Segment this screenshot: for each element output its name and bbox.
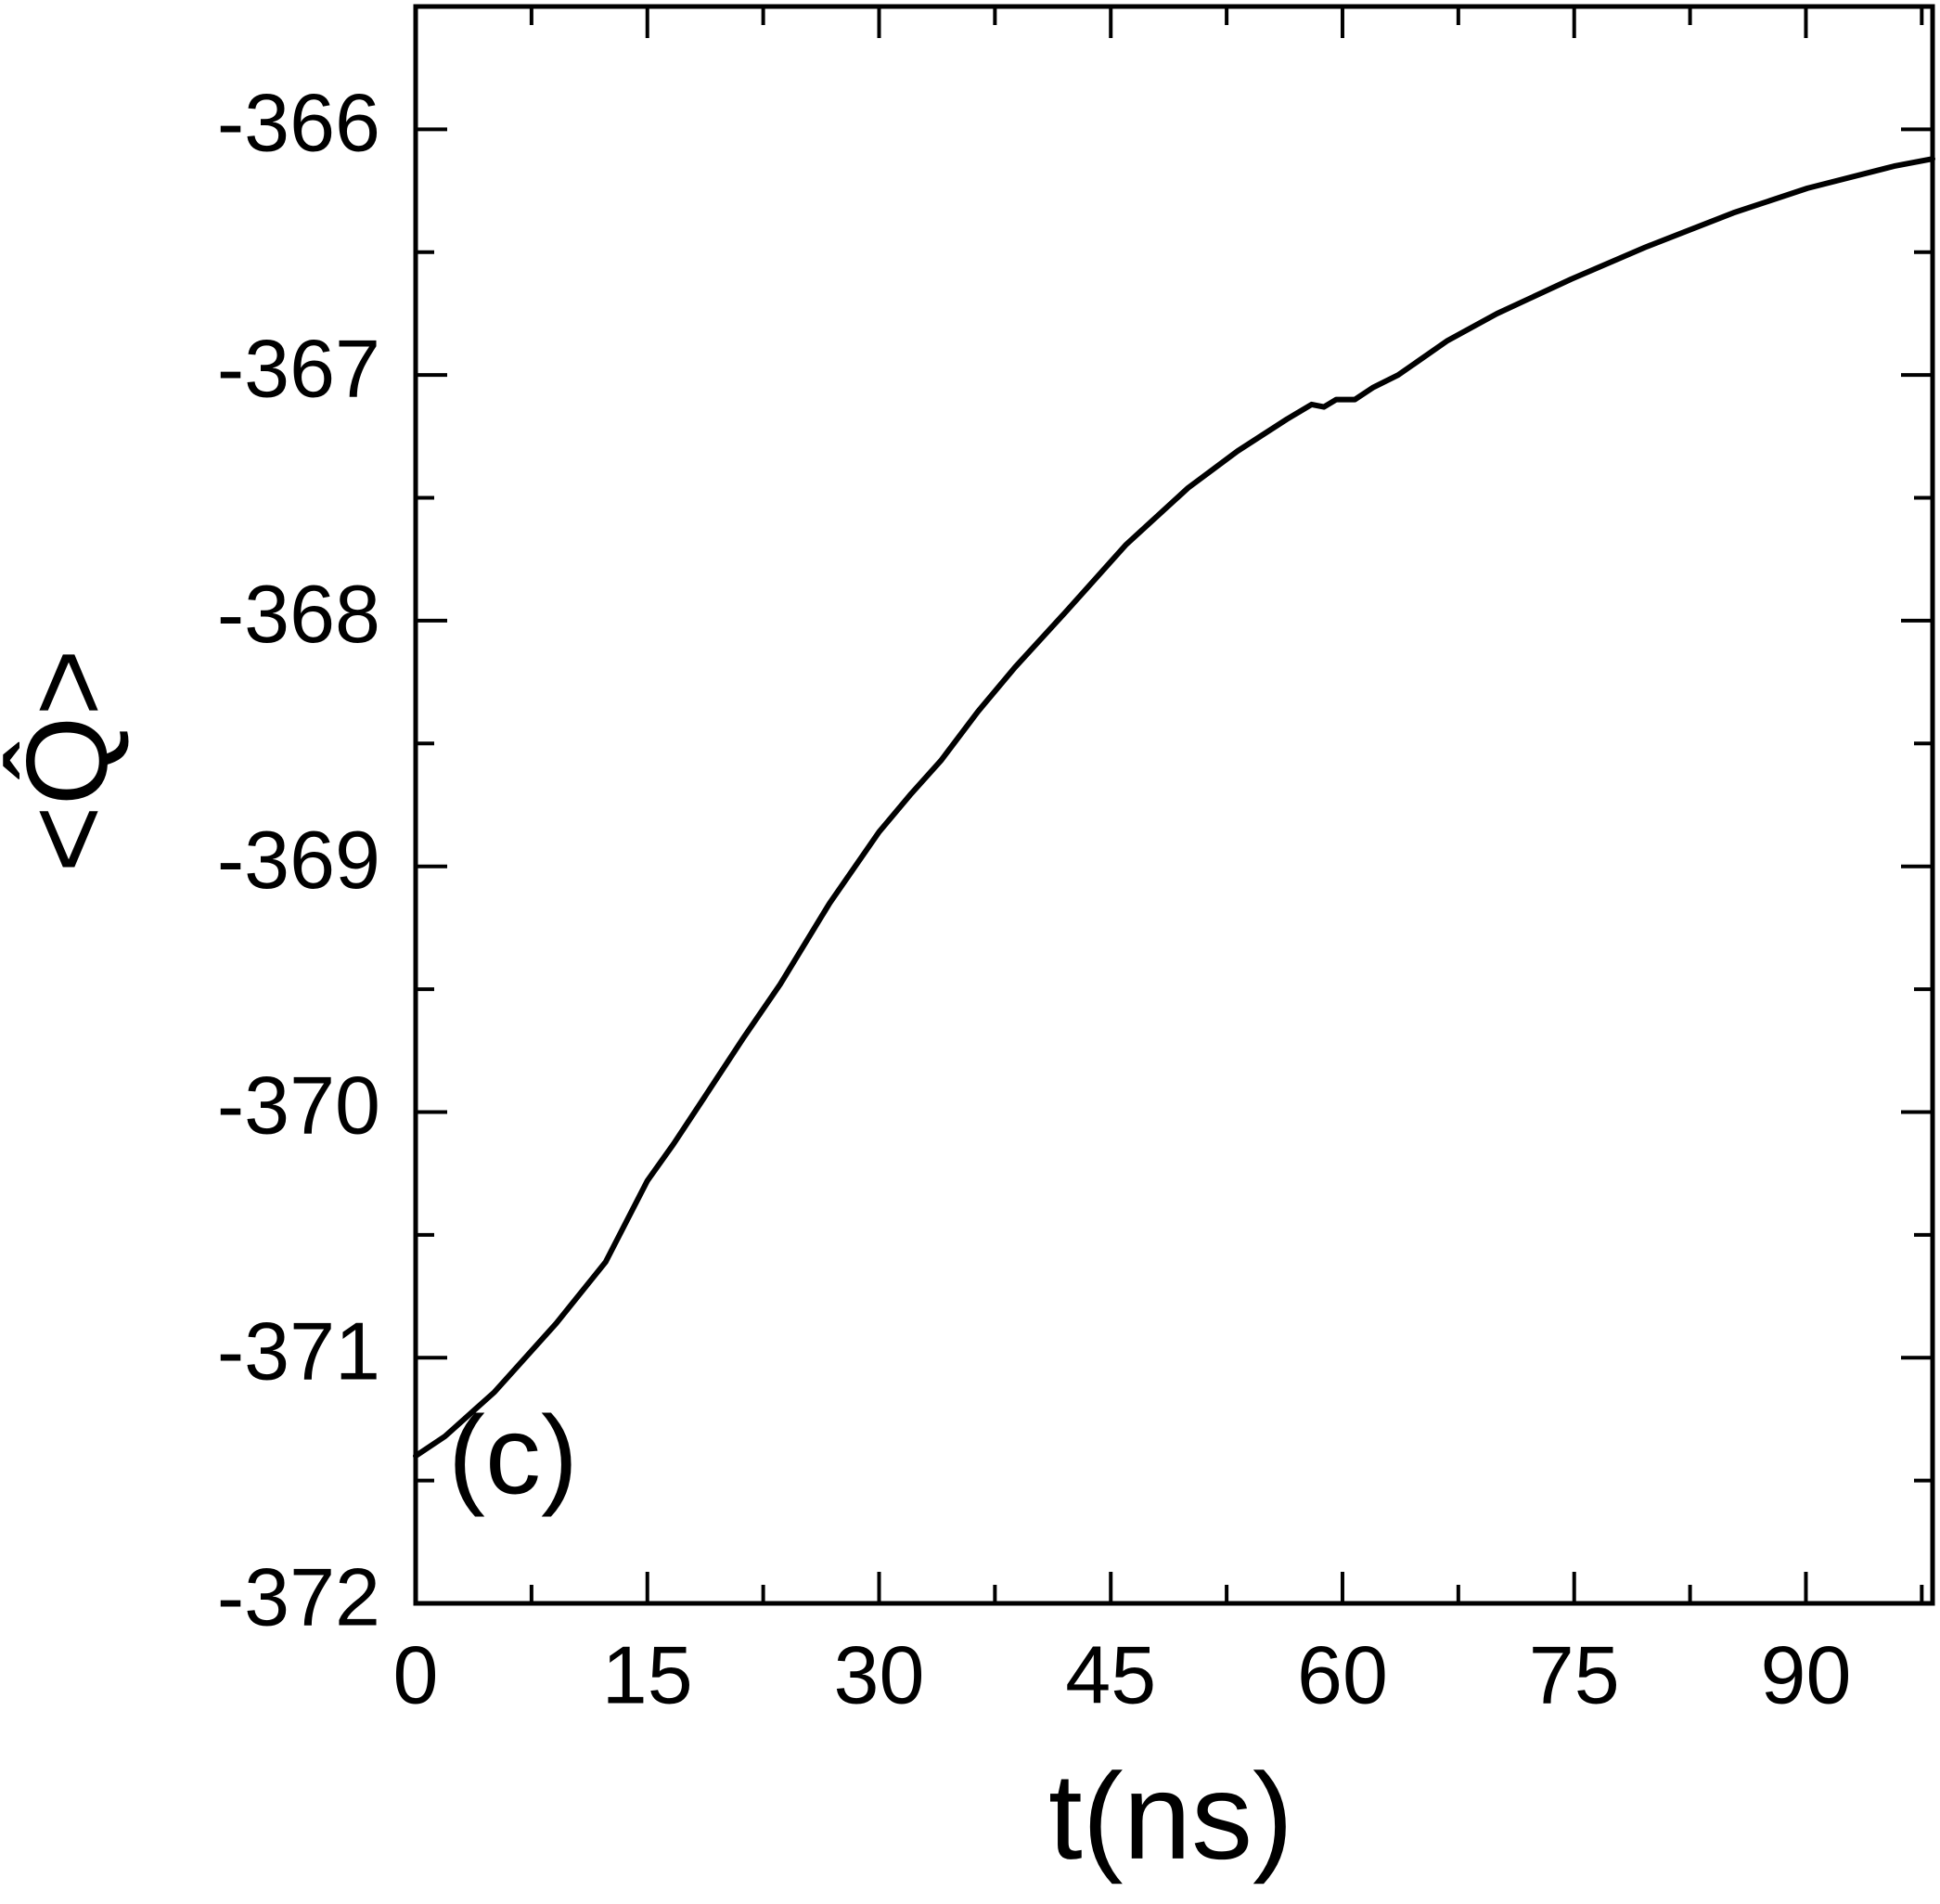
x-tick-label: 75 bbox=[1529, 1628, 1620, 1720]
x-tick-label: 0 bbox=[393, 1628, 439, 1720]
x-tick-label: 30 bbox=[834, 1628, 925, 1720]
y-tick-label: -367 bbox=[217, 322, 380, 414]
y-tick-label: -372 bbox=[217, 1550, 380, 1642]
x-tick-label: 45 bbox=[1065, 1628, 1156, 1720]
y-tick-label: -366 bbox=[217, 77, 380, 169]
panel-label: (c) bbox=[448, 1394, 578, 1518]
y-tick-label: -371 bbox=[217, 1305, 380, 1396]
x-tick-label: 15 bbox=[602, 1628, 693, 1720]
x-axis-label: t(ns) bbox=[1048, 1748, 1293, 1885]
y-tick-label: -369 bbox=[217, 814, 380, 906]
x-tick-label: 90 bbox=[1761, 1628, 1852, 1720]
plot-frame bbox=[413, 4, 1935, 1606]
x-tick-label: 60 bbox=[1297, 1628, 1388, 1720]
y-tick-label: -368 bbox=[217, 568, 380, 660]
data-line bbox=[413, 156, 1935, 1460]
y-tick-label: -370 bbox=[217, 1060, 380, 1151]
y-axis-label: <Q̂> bbox=[3, 649, 132, 872]
